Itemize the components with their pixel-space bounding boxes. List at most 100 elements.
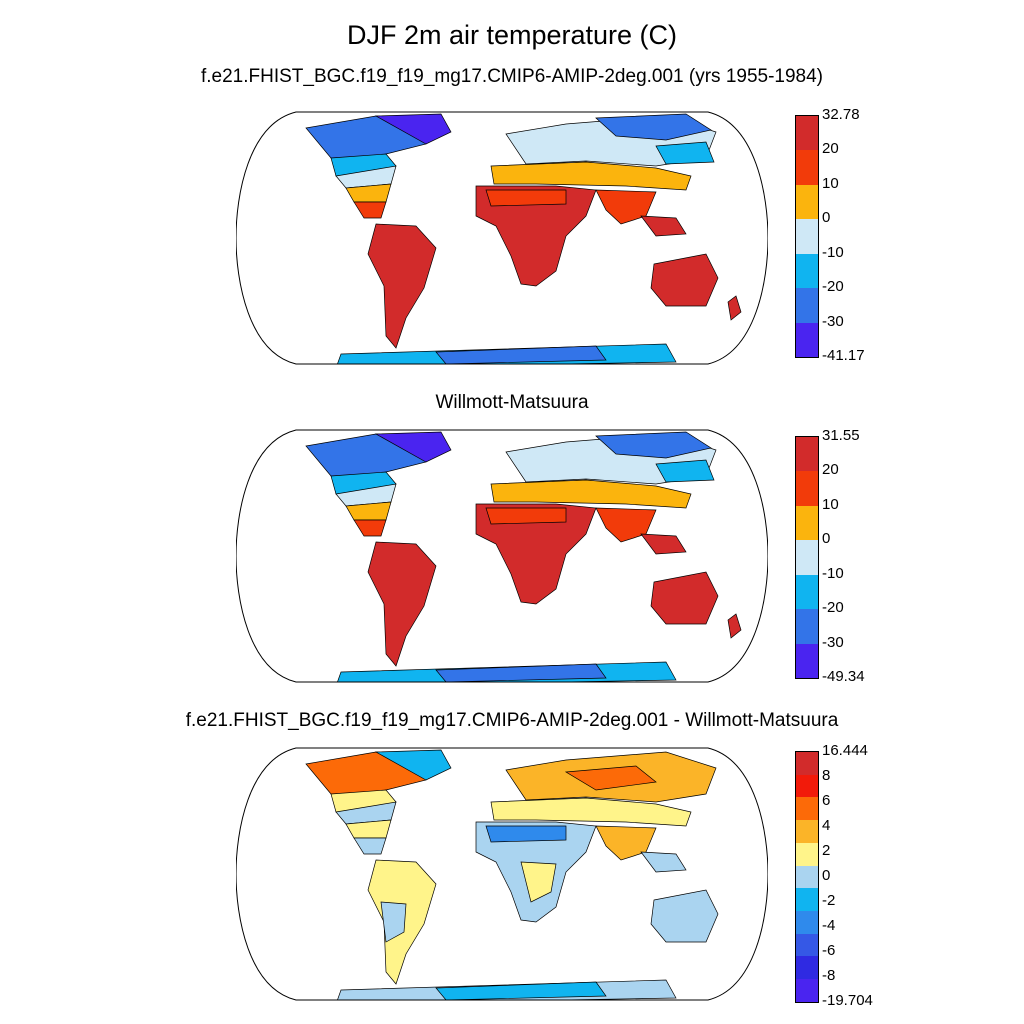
colorbar-tick-label: 0 [822, 867, 831, 884]
land-region [475, 503, 597, 605]
land-region [655, 141, 715, 165]
colorbar-tick-label: -30 [822, 633, 844, 651]
map-boundary [236, 429, 768, 683]
map-canvas [236, 747, 768, 1001]
land-region [374, 749, 452, 781]
colorbar-tick-label: 31.55 [822, 427, 860, 444]
land-region [435, 663, 607, 682]
land-region [650, 253, 719, 307]
colorbar-tick-label: 20 [822, 461, 839, 479]
colorbar-tick-label: -8 [822, 967, 836, 984]
colorbar-swatch [796, 911, 818, 934]
colorbar-tick-label: 6 [822, 792, 831, 809]
colorbar-swatch [796, 540, 818, 575]
land-region [485, 507, 567, 525]
colorbar-tick-label: -30 [822, 312, 844, 330]
land-fill [305, 113, 742, 364]
colorbar-swatch [796, 219, 818, 254]
panel-3-colorbar [795, 751, 819, 1003]
land-region [655, 459, 715, 483]
colorbar-tick-label: 20 [822, 140, 839, 158]
land-region [490, 479, 692, 509]
land-region [595, 431, 712, 459]
map-boundary [236, 747, 768, 1001]
colorbar-swatch [796, 150, 818, 185]
colorbar-swatch [796, 116, 818, 151]
panel-3-title: f.e21.FHIST_BGC.f19_f19_mg17.CMIP6-AMIP-… [185, 710, 839, 731]
land-region [490, 797, 692, 827]
panel-3-map [236, 742, 768, 1006]
land-fill [305, 431, 742, 682]
colorbar-swatch [796, 933, 818, 957]
colorbar-tick-label: 10 [822, 495, 839, 513]
land-region [367, 223, 437, 349]
colorbar-tick-label: -4 [822, 917, 836, 934]
colorbar-swatch [796, 643, 818, 678]
land-region [640, 215, 687, 237]
panel-1-colorbar [795, 115, 819, 358]
colorbar-tick-label: 10 [822, 174, 839, 192]
colorbar-tick-label: 16.444 [822, 742, 868, 759]
land-region [380, 901, 407, 943]
colorbar-tick-label: -49.34 [822, 668, 865, 685]
land-region [595, 113, 712, 141]
colorbar-swatch [796, 820, 818, 843]
land-region [564, 765, 657, 791]
colorbar-tick-label: -10 [822, 243, 844, 261]
map-canvas [236, 111, 768, 365]
land-region [435, 981, 607, 1000]
map-canvas [236, 429, 768, 683]
colorbar-tick-label: 4 [822, 817, 831, 834]
colorbar-swatch [796, 842, 818, 866]
colorbar-tick-label: -41.17 [822, 347, 865, 364]
panel-1-title: f.e21.FHIST_BGC.f19_f19_mg17.CMIP6-AMIP-… [200, 66, 824, 87]
land-fill [305, 749, 719, 1000]
land-region [485, 825, 567, 843]
map-boundary [236, 111, 768, 365]
colorbar-swatch [796, 253, 818, 289]
colorbar-swatch [796, 956, 818, 980]
figure-title: DJF 2m air temperature (C) [346, 20, 678, 50]
colorbar-tick-label: 0 [822, 530, 831, 548]
colorbar-swatch [796, 184, 818, 220]
colorbar-swatch [796, 288, 818, 323]
colorbar-swatch [796, 979, 818, 1002]
colorbar-swatch [796, 888, 818, 912]
colorbar-swatch [796, 437, 818, 472]
land-region [353, 837, 387, 855]
land-region [727, 613, 742, 639]
land-region [475, 185, 597, 287]
colorbar-tick-label: -2 [822, 892, 836, 909]
colorbar-swatch [796, 752, 818, 775]
land-region [650, 889, 719, 943]
land-region [353, 519, 387, 537]
colorbar-swatch [796, 505, 818, 541]
land-region [727, 295, 742, 321]
panel-2-title: Willmott-Matsuura [435, 392, 589, 413]
colorbar-swatch [796, 865, 818, 889]
colorbar-tick-label: -10 [822, 564, 844, 582]
land-region [367, 541, 437, 667]
land-region [595, 825, 657, 861]
colorbar-tick-label: 2 [822, 842, 831, 859]
colorbar-swatch [796, 797, 818, 821]
land-region [595, 189, 657, 225]
colorbar-swatch [796, 322, 818, 357]
land-region [650, 571, 719, 625]
land-region [435, 345, 607, 364]
colorbar-tick-label: -20 [822, 278, 844, 296]
colorbar-swatch [796, 774, 818, 798]
land-region [595, 507, 657, 543]
land-region [374, 113, 452, 145]
colorbar-tick-label: 8 [822, 767, 831, 784]
colorbar-tick-label: -6 [822, 942, 836, 959]
panel-2-map [236, 424, 768, 688]
land-region [520, 861, 557, 903]
land-region [353, 201, 387, 219]
panel-2-colorbar [795, 436, 819, 679]
land-region [490, 161, 692, 191]
land-region [374, 431, 452, 463]
colorbar-swatch [796, 609, 818, 644]
colorbar-tick-label: -20 [822, 599, 844, 617]
colorbar-tick-label: 0 [822, 209, 831, 227]
